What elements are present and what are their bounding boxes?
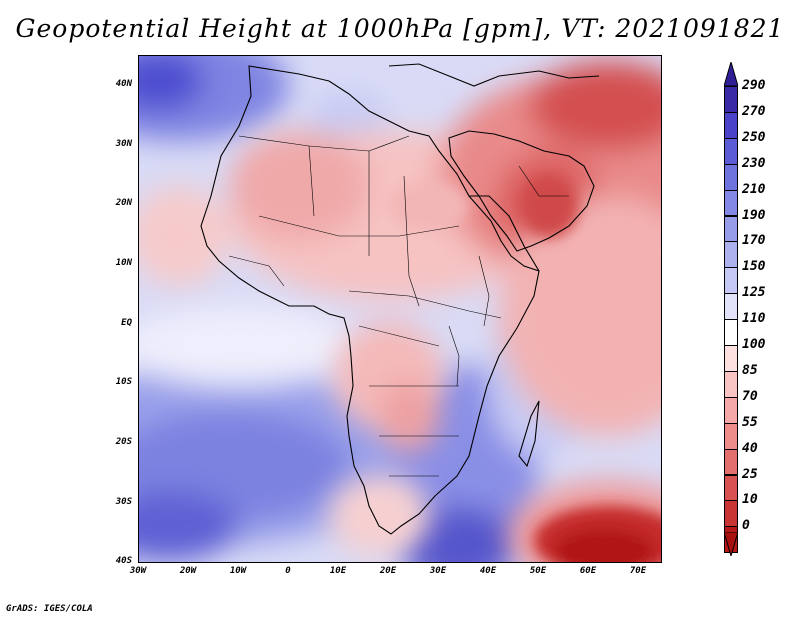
lon-label-30e: 30E <box>429 566 447 576</box>
colorbar-label: 0 <box>742 518 750 534</box>
colorbar-label: 40 <box>742 440 758 456</box>
lat-label-10n: 10N <box>115 258 132 268</box>
colorbar-label: 150 <box>742 259 766 275</box>
colorbar-label: 70 <box>742 388 758 404</box>
colorbar-label: 270 <box>742 103 766 119</box>
colorbar-label: 85 <box>742 362 758 378</box>
lat-label-20n: 20N <box>115 198 132 208</box>
lon-label-10w: 10W <box>229 566 247 576</box>
colorbar-label: 250 <box>742 129 766 145</box>
lon-label-30w: 30W <box>129 566 147 576</box>
chart-title: Geopotential Height at 1000hPa [gpm], VT… <box>15 14 785 43</box>
colorbar-label: 190 <box>742 207 766 223</box>
colorbar-label: 55 <box>742 414 758 430</box>
lat-label-eq: EQ <box>121 318 132 328</box>
colorbar-swatch <box>724 319 738 346</box>
colorbar-swatch <box>724 474 738 502</box>
colorbar-swatch <box>724 448 738 476</box>
colorbar-swatch <box>724 111 738 139</box>
colorbar-max-arrow <box>724 62 738 86</box>
colorbar-swatch <box>724 86 738 113</box>
colorbar-swatch <box>724 163 738 191</box>
map-field <box>139 56 661 562</box>
colorbar-swatch <box>724 267 738 295</box>
colorbar-swatch <box>724 422 738 450</box>
colorbar-swatch <box>724 137 738 165</box>
lat-label-10s: 10S <box>115 377 132 387</box>
colorbar-swatch <box>724 500 738 528</box>
colorbar-swatch <box>724 370 738 398</box>
country-borders <box>228 135 569 477</box>
colorbar-swatch <box>724 241 738 269</box>
lat-label-20s: 20S <box>115 437 132 447</box>
lon-label-20e: 20E <box>379 566 397 576</box>
colorbar-swatch <box>724 215 738 243</box>
lon-label-0: 0 <box>285 566 291 576</box>
lat-label-30s: 30S <box>115 497 132 507</box>
colorbar-label: 110 <box>742 311 766 327</box>
map-panel <box>138 55 662 563</box>
colorbar-label: 125 <box>742 285 766 301</box>
colorbar-label: 25 <box>742 466 758 482</box>
lat-label-30n: 30N <box>115 139 132 149</box>
high-core-areas <box>389 174 661 562</box>
colorbar-min-arrow <box>724 532 738 556</box>
lon-label-10e: 10E <box>329 566 347 576</box>
lon-label-60e: 60E <box>579 566 597 576</box>
colorbar-swatch <box>724 189 738 217</box>
lat-label-40n: 40N <box>115 79 132 89</box>
colorbar-swatch <box>724 345 738 372</box>
credit-text: GrADS: IGES/COLA <box>6 604 93 614</box>
colorbar-swatch <box>724 396 738 424</box>
colorbar-label: 290 <box>742 78 766 93</box>
colorbar-label: 10 <box>742 492 758 508</box>
colorbar-label: 100 <box>742 337 766 352</box>
lon-label-20w: 20W <box>179 566 197 576</box>
colorbar-label: 210 <box>742 181 766 197</box>
colorbar-swatch <box>724 293 738 321</box>
lat-label-40s: 40S <box>115 556 132 566</box>
colorbar-label: 230 <box>742 155 766 171</box>
colorbar-label: 170 <box>742 233 766 249</box>
coastlines <box>200 63 600 535</box>
lon-label-70e: 70E <box>629 566 647 576</box>
lon-label-50e: 50E <box>529 566 547 576</box>
lon-label-40e: 40E <box>479 566 497 576</box>
